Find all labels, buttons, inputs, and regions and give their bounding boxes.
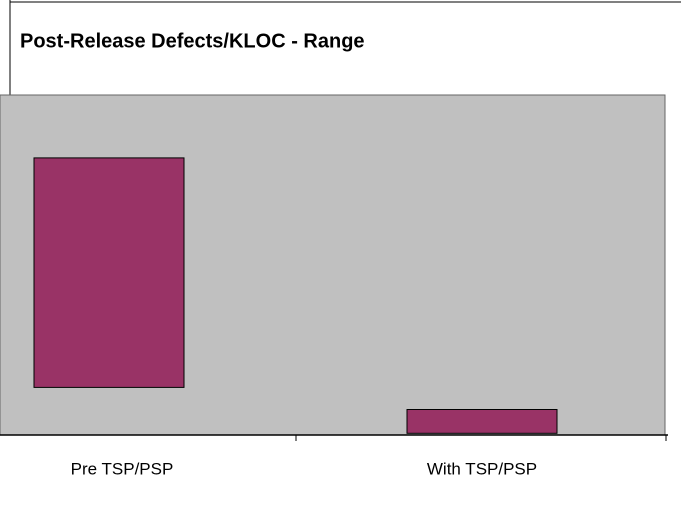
bar — [33, 157, 185, 388]
x-tick-label: With TSP/PSP — [427, 459, 537, 478]
chart-title: Post-Release Defects/KLOC - Range — [20, 30, 365, 52]
bar — [406, 409, 558, 434]
x-tick-label: Pre TSP/PSP — [71, 459, 174, 478]
